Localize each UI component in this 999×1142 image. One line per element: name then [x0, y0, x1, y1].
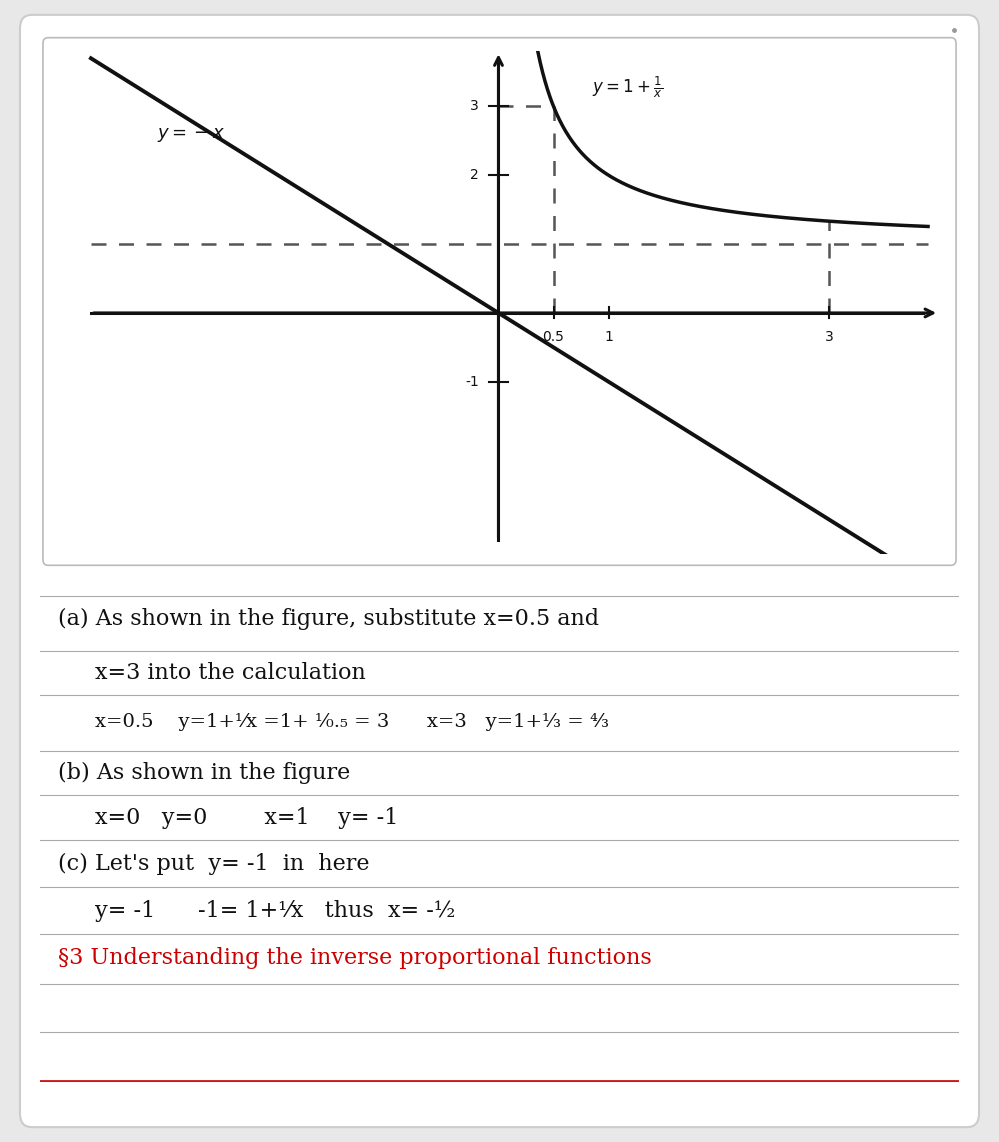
Text: $y=1+\frac{1}{x}$: $y=1+\frac{1}{x}$ [592, 74, 663, 99]
Text: (c) Let's put  y= -1  in  here: (c) Let's put y= -1 in here [58, 852, 370, 875]
Text: -1: -1 [465, 375, 479, 388]
Text: x=3 into the calculation: x=3 into the calculation [95, 661, 366, 684]
Text: $y= -x$: $y= -x$ [157, 127, 225, 144]
Text: (a) As shown in the figure, substitute x=0.5 and: (a) As shown in the figure, substitute x… [58, 609, 599, 630]
Text: §3 Understanding the inverse proportional functions: §3 Understanding the inverse proportiona… [58, 947, 652, 970]
Text: 3: 3 [824, 330, 833, 344]
Text: y= -1      -1= 1+¹⁄x   thus  x= -½: y= -1 -1= 1+¹⁄x thus x= -½ [95, 900, 456, 922]
Text: 2: 2 [470, 168, 479, 183]
Text: 0.5: 0.5 [542, 330, 564, 344]
Text: x=0.5    y=1+¹⁄x =1+ ¹⁄₀.₅ = 3      x=3   y=1+¹⁄₃ = ⁴⁄₃: x=0.5 y=1+¹⁄x =1+ ¹⁄₀.₅ = 3 x=3 y=1+¹⁄₃ … [95, 713, 609, 731]
FancyBboxPatch shape [20, 15, 979, 1127]
Text: 1: 1 [604, 330, 613, 344]
FancyBboxPatch shape [43, 38, 956, 565]
Text: 3: 3 [470, 99, 479, 113]
Text: (b) As shown in the figure: (b) As shown in the figure [58, 762, 351, 783]
Text: x=0   y=0        x=1    y= -1: x=0 y=0 x=1 y= -1 [95, 806, 399, 829]
